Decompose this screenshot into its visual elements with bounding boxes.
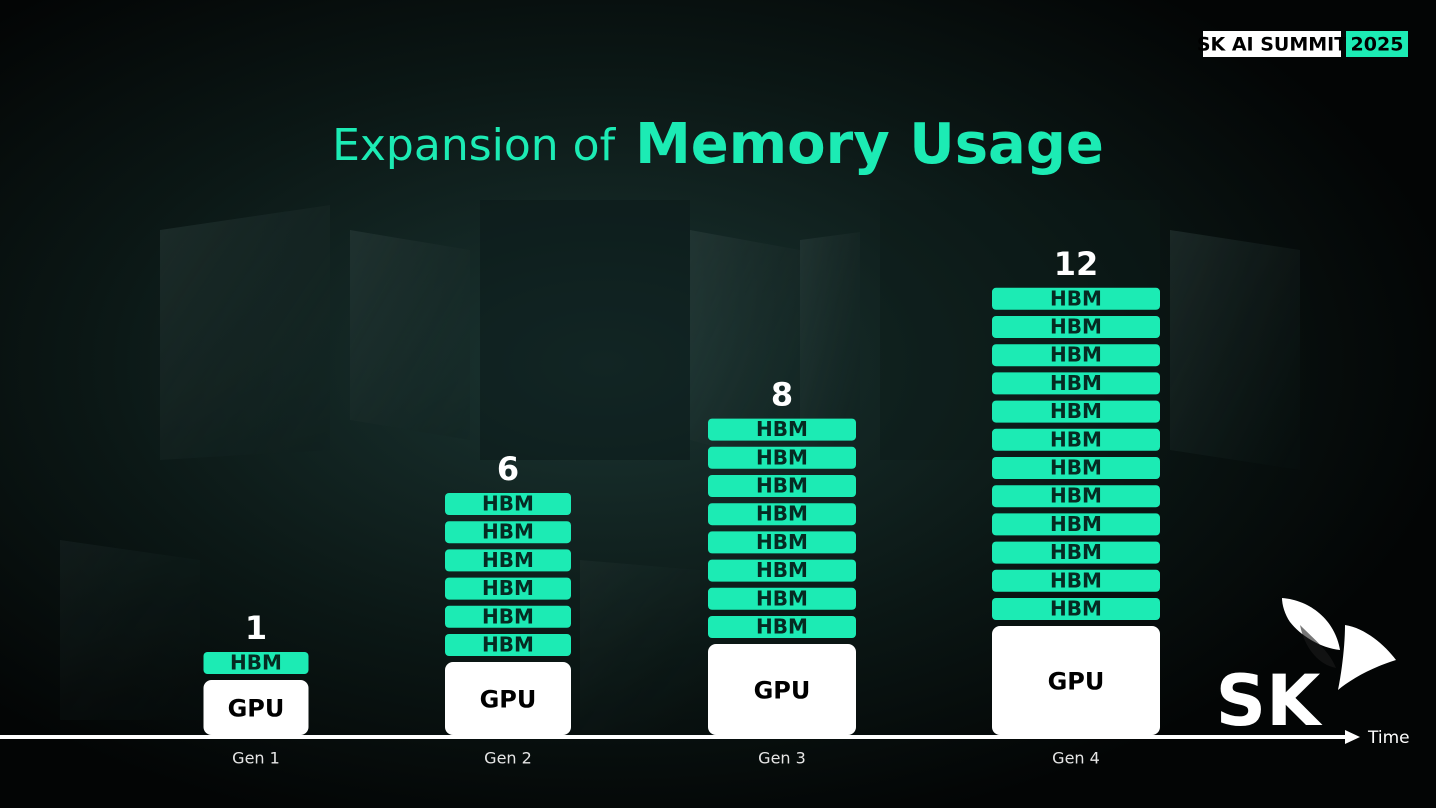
hbm-block: [992, 428, 1160, 451]
brand-box: [1203, 31, 1341, 57]
value-label: 1: [245, 609, 267, 647]
hbm-block: [445, 493, 571, 515]
hbm-label: HBM: [756, 502, 808, 526]
hbm-label: HBM: [482, 576, 534, 600]
hbm-block: [708, 475, 856, 497]
gpu-label: GPU: [480, 686, 537, 714]
hbm-label: HBM: [482, 492, 534, 516]
hbm-block: [992, 372, 1160, 395]
hbm-label: HBM: [230, 651, 282, 675]
hbm-block: [708, 418, 856, 441]
hbm-block: [992, 287, 1160, 310]
hbm-label: HBM: [1050, 399, 1102, 423]
hbm-label: HBM: [482, 604, 534, 628]
hbm-block: [708, 587, 856, 610]
hbm-block: [445, 549, 571, 572]
hbm-label: HBM: [1050, 568, 1102, 592]
value-label: 8: [771, 376, 793, 414]
brand: SK AI SUMMIT 2025: [1197, 31, 1408, 57]
hbm-block: [708, 616, 856, 638]
category-label: Gen 3: [758, 749, 806, 768]
hbm-label: HBM: [1050, 427, 1102, 451]
hbm-label: HBM: [482, 548, 534, 572]
hbm-block: [708, 531, 856, 554]
hbm-block: [445, 634, 571, 656]
hbm-block: [992, 541, 1160, 564]
hbm-label: HBM: [756, 558, 808, 582]
hbm-label: HBM: [1050, 343, 1102, 367]
hbm-block: [992, 485, 1160, 508]
hbm-label: HBM: [756, 445, 808, 469]
gpu-label: GPU: [754, 677, 811, 705]
hbm-block: [445, 577, 571, 600]
logo-text: SK: [1216, 660, 1323, 742]
hbm-label: HBM: [756, 586, 808, 610]
hbm-label: HBM: [756, 530, 808, 554]
hbm-block: [203, 652, 309, 674]
hbm-label: HBM: [1050, 315, 1102, 339]
hbm-block: [992, 316, 1160, 338]
title: Expansion of Memory Usage: [332, 112, 1104, 177]
hbm-label: HBM: [1050, 286, 1102, 310]
hbm-block: [708, 446, 856, 469]
hbm-block: [708, 503, 856, 526]
hbm-label: HBM: [1050, 456, 1102, 480]
x-axis-label: Time: [1367, 728, 1410, 748]
gpu-label: GPU: [228, 695, 285, 723]
gpu-label: GPU: [1048, 668, 1105, 696]
hbm-block: [992, 400, 1160, 423]
hbm-block: [445, 605, 571, 628]
value-label: 12: [1054, 245, 1099, 283]
background-panes: [60, 200, 1300, 730]
title-emphasis: Memory Usage: [635, 112, 1104, 177]
hbm-label: HBM: [756, 615, 808, 639]
hbm-block: [992, 598, 1160, 620]
hbm-label: HBM: [1050, 512, 1102, 536]
hbm-block: [445, 521, 571, 544]
gpu-block: [203, 680, 309, 735]
hbm-label: HBM: [482, 520, 534, 544]
category-label: Gen 1: [232, 749, 280, 768]
sk-logo: SK: [1216, 598, 1396, 742]
x-axis-arrow: [1345, 730, 1360, 744]
hbm-label: HBM: [756, 474, 808, 498]
brand-name: SK AI SUMMIT: [1197, 34, 1347, 56]
hbm-label: HBM: [482, 633, 534, 657]
hbm-block: [992, 344, 1160, 367]
gpu-block: [708, 644, 856, 735]
hbm-block: [992, 569, 1160, 592]
category-label: Gen 2: [484, 749, 532, 768]
hbm-block: [992, 513, 1160, 536]
category-label: Gen 4: [1052, 749, 1100, 768]
chart: Time GPU HBM 1 Gen 1 GPU HBM HBM HBM HBM HBM HBM 6 Ge…: [0, 245, 1410, 768]
hbm-label: HBM: [1050, 484, 1102, 508]
value-label: 6: [497, 450, 519, 488]
brand-year: 2025: [1351, 34, 1404, 56]
gpu-block: [992, 626, 1160, 735]
brand-year-box: [1346, 31, 1408, 57]
hbm-label: HBM: [1050, 371, 1102, 395]
title-prefix: Expansion of: [332, 120, 616, 171]
hbm-label: HBM: [756, 417, 808, 441]
hbm-label: HBM: [1050, 597, 1102, 621]
hbm-label: HBM: [1050, 540, 1102, 564]
gpu-block: [445, 662, 571, 735]
hbm-block: [992, 457, 1160, 479]
hbm-block: [708, 559, 856, 582]
